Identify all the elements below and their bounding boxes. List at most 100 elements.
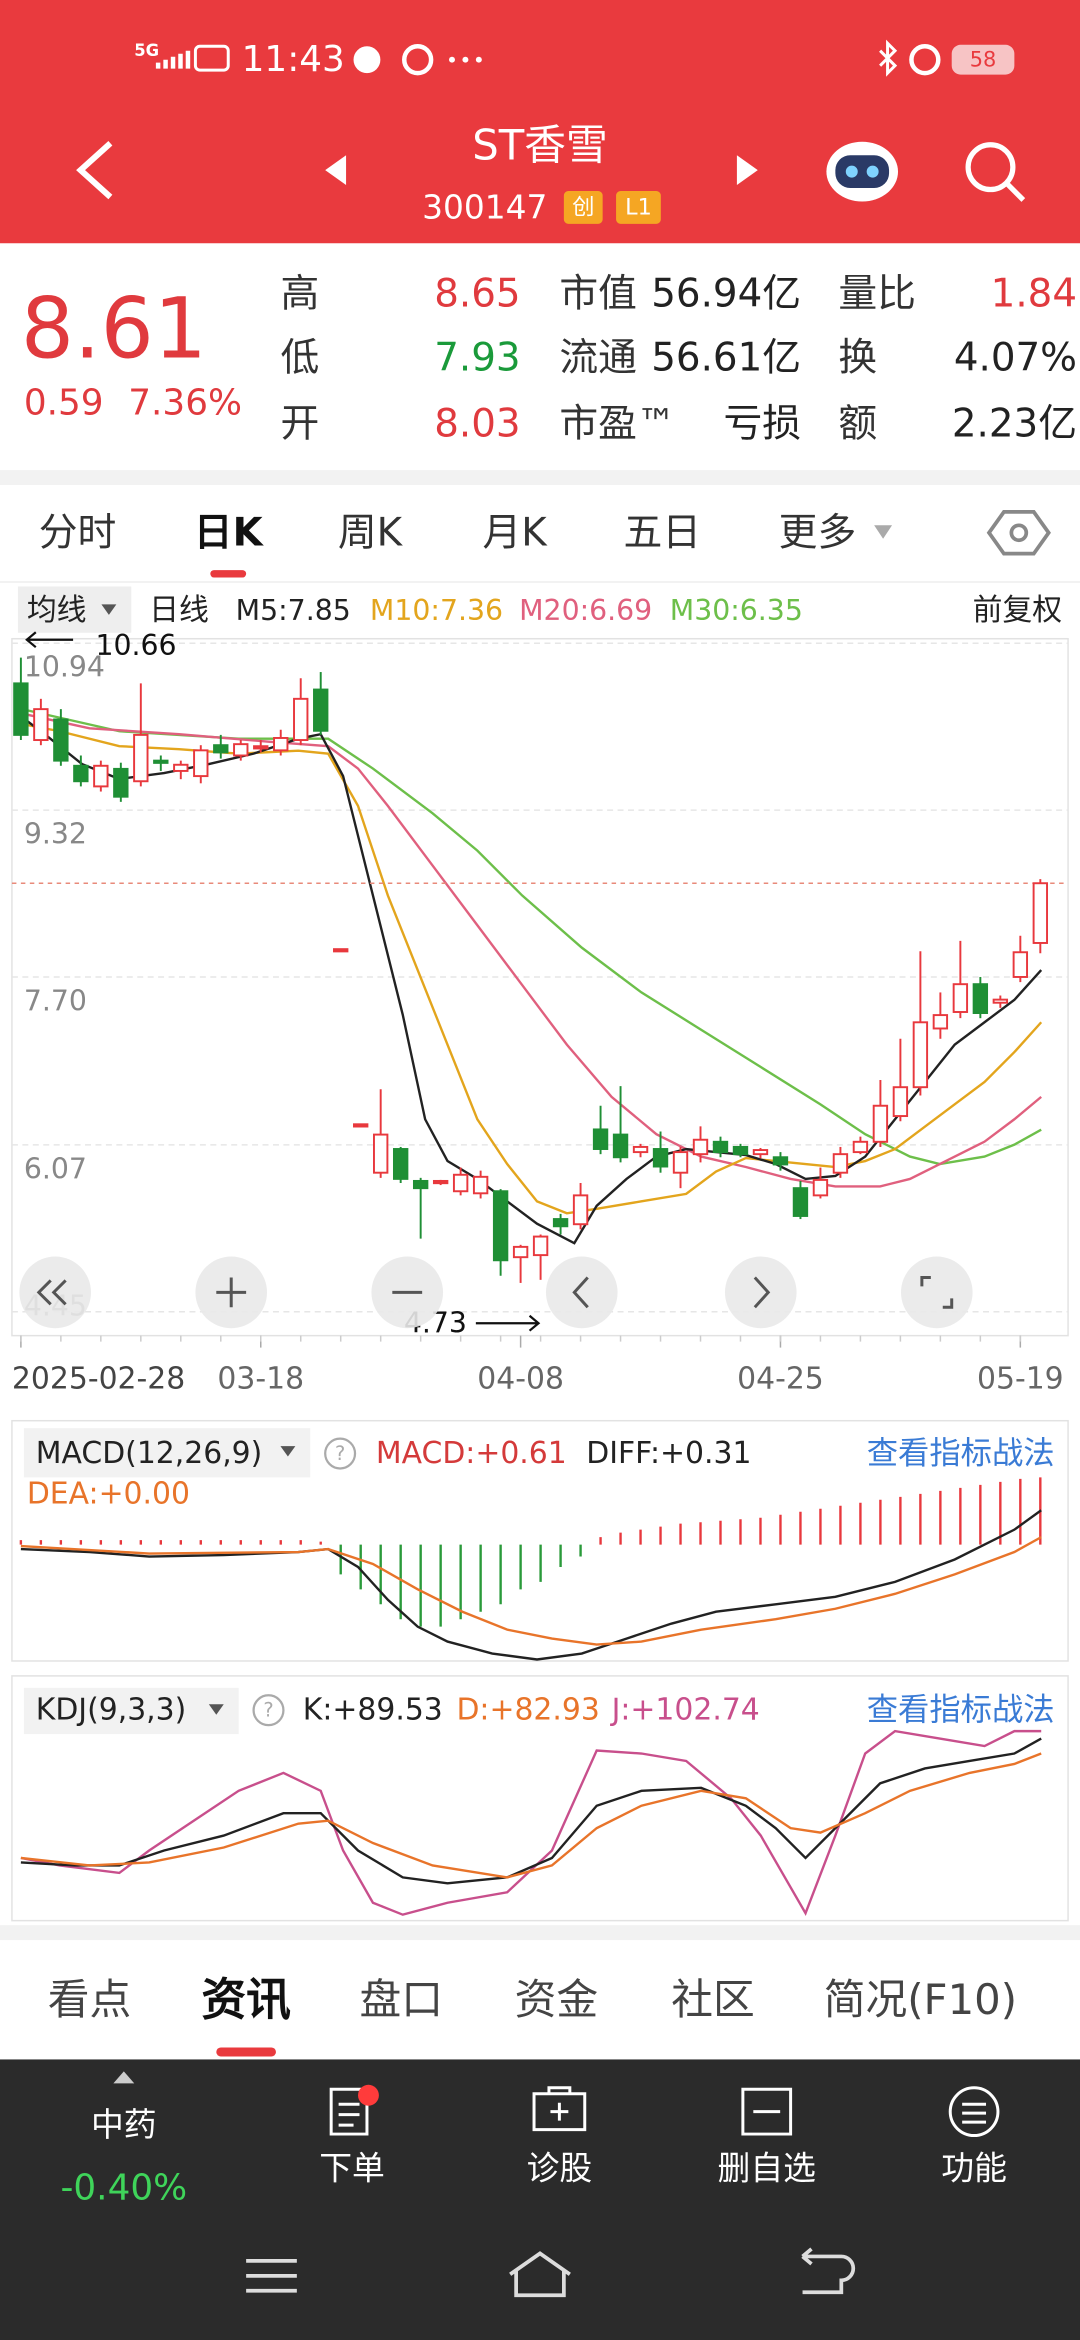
signal-icon — [155, 50, 191, 69]
period-tab[interactable]: 更多 — [779, 510, 857, 555]
settings-icon[interactable] — [986, 510, 1051, 556]
candle-body — [772, 1156, 789, 1166]
chart-buttons — [19, 1256, 973, 1329]
toolbar-label[interactable]: 诊股 — [527, 2149, 593, 2187]
next-button[interactable] — [724, 1256, 797, 1329]
sector[interactable]: 中药 — [91, 2106, 157, 2144]
stat-label: 流通 — [559, 336, 637, 381]
bottom-tab[interactable]: 资讯 — [201, 1973, 291, 2026]
candle-body — [313, 688, 329, 732]
macd-frame — [11, 1419, 1069, 1662]
toolbar-label[interactable]: 删自选 — [718, 2149, 816, 2187]
candle-body — [492, 1190, 509, 1262]
candle-body — [233, 743, 249, 757]
candle-body — [992, 998, 1009, 1004]
ma-line — [20, 707, 1042, 1166]
j-line — [20, 1729, 1042, 1916]
prev-stock[interactable] — [325, 155, 347, 186]
dot — [475, 56, 482, 63]
stat-value: 8.03 — [434, 401, 520, 446]
icon — [753, 1276, 771, 1309]
help-icon[interactable] — [252, 1694, 285, 1727]
nav-home[interactable] — [509, 2251, 571, 2298]
nav-menu[interactable] — [246, 2259, 297, 2293]
candle-body — [532, 1235, 549, 1257]
period-tab[interactable]: 五日 — [624, 510, 702, 555]
hd-icon — [193, 44, 230, 72]
candle-body — [812, 1178, 829, 1197]
period-tab[interactable]: 月K — [483, 510, 549, 555]
candle-body — [293, 697, 309, 742]
kdj-link[interactable]: 查看指标战法 — [867, 1692, 1055, 1728]
prev-button[interactable] — [545, 1256, 618, 1329]
bottom-tab[interactable]: 看点 — [48, 1975, 132, 2024]
candle-body — [672, 1151, 689, 1174]
candle-body — [972, 983, 989, 1014]
bottom-tab[interactable]: 简况(F10) — [824, 1975, 1017, 2024]
icon — [920, 1275, 954, 1309]
candle-body — [33, 708, 49, 742]
candle-body — [1032, 882, 1049, 944]
diagnose-icon — [532, 2086, 587, 2132]
macd-title-box[interactable] — [23, 1428, 311, 1478]
toolbar-label[interactable]: 下单 — [319, 2149, 385, 2187]
stat-value: 4.07% — [954, 336, 1077, 381]
adjust[interactable]: 前复权 — [973, 593, 1062, 628]
candle-body — [912, 1021, 929, 1089]
stat-value: 亏损 — [724, 401, 802, 446]
robot-face — [835, 155, 890, 189]
fullscreen-button[interactable] — [900, 1256, 973, 1329]
candles: 10.664.73 — [11, 629, 1069, 1340]
order-icon — [329, 2087, 369, 2136]
candle-body — [373, 1133, 389, 1174]
kdj-title: KDJ(9,3,3) — [36, 1693, 186, 1728]
stat-label: 开 — [280, 401, 319, 446]
stat-value: 56.94亿 — [651, 271, 801, 316]
period-tab[interactable]: 日K — [194, 510, 265, 555]
period-tab[interactable]: 周K — [338, 510, 404, 555]
stat-label: 额 — [838, 401, 877, 446]
tab-indicator — [216, 2047, 276, 2057]
next-stock[interactable] — [736, 155, 758, 186]
macd-histogram-up — [19, 1477, 1042, 1545]
tab-indicator — [210, 570, 247, 578]
robot-eye — [866, 165, 879, 178]
bottom-tab[interactable]: 资金 — [515, 1975, 599, 2024]
battery — [951, 44, 1015, 75]
bottom-tab[interactable]: 盘口 — [360, 1975, 444, 2024]
search-icon[interactable] — [965, 142, 1016, 193]
help-icon[interactable] — [324, 1437, 357, 1470]
bottom-tab[interactable]: 社区 — [671, 1975, 755, 2024]
chat-icon — [353, 46, 381, 74]
stat-label: 量比 — [838, 271, 916, 316]
indicator: 均线 — [27, 593, 87, 628]
candle-body — [392, 1148, 409, 1180]
candle-body — [353, 1123, 369, 1128]
nav-back[interactable] — [801, 2247, 856, 2295]
candle-body — [452, 1173, 469, 1193]
ma-lines — [20, 707, 1043, 1245]
candle-body — [193, 749, 209, 778]
kdj-title-box[interactable] — [23, 1687, 239, 1735]
bluetooth-icon — [879, 39, 898, 77]
robot-icon[interactable] — [826, 141, 899, 202]
stat-label: 高 — [280, 271, 319, 316]
back-button[interactable] — [76, 141, 113, 200]
period: 日线 — [149, 593, 209, 628]
d-value: D:+82.93 — [456, 1693, 599, 1728]
search-handle — [1005, 181, 1026, 202]
stat-label: 低 — [280, 336, 319, 381]
period-tab[interactable]: 分时 — [39, 510, 117, 555]
ma-line — [20, 712, 1042, 1188]
toolbar-label[interactable]: 功能 — [941, 2149, 1007, 2187]
high-label: 10.66 — [95, 629, 176, 662]
macd-link[interactable]: 查看指标战法 — [867, 1436, 1055, 1472]
ma-legend-item: M10:7.36 — [370, 594, 503, 627]
ma-legend-item: M20:6.69 — [519, 594, 652, 627]
macd-histogram-down — [339, 1544, 582, 1627]
candle-body — [1012, 951, 1029, 978]
diff-line — [20, 1509, 1042, 1661]
ma-legend-item: M30:6.35 — [670, 594, 803, 627]
dot — [449, 56, 455, 63]
